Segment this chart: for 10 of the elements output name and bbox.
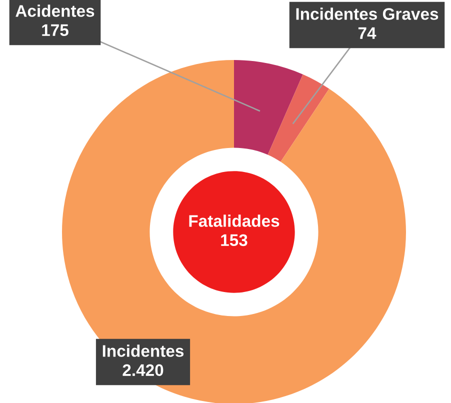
data-label: 2.420 xyxy=(122,364,164,376)
slice-label: Incidentes xyxy=(102,344,184,357)
slice-label: Acidentes xyxy=(16,4,94,17)
donut-slice xyxy=(62,60,406,403)
data-label: 175 xyxy=(42,24,68,36)
donut-slice xyxy=(268,74,330,162)
slice-label: Incidentes Graves xyxy=(296,8,438,20)
data-label: 74 xyxy=(358,27,376,39)
text: Fatalidades 153 xyxy=(189,214,280,246)
donut-slice xyxy=(234,60,303,155)
